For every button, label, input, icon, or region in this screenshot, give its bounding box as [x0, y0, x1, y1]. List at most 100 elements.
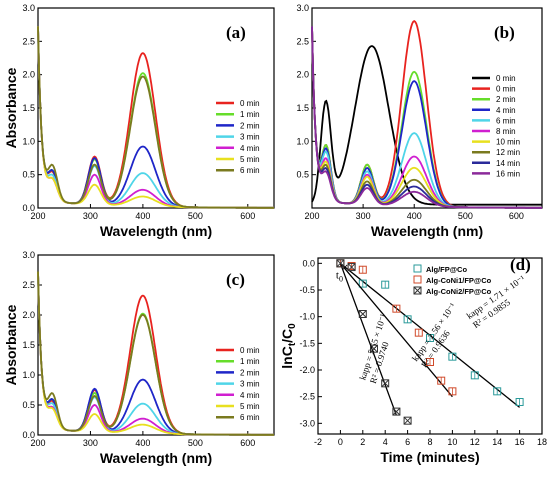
legend-marker — [413, 275, 422, 284]
legend-label: 2 min — [240, 368, 260, 377]
series-line-6 — [37, 26, 274, 209]
data-point-cross — [392, 407, 401, 416]
series-line-0 — [37, 26, 274, 209]
legend-label: 12 min — [496, 148, 520, 157]
y-tick-label: 3.0 — [22, 250, 35, 260]
x-tick-label: 16 — [515, 437, 525, 447]
y-tick-label: 1.5 — [296, 103, 309, 113]
x-tick-label: 500 — [188, 211, 203, 221]
data-point-cross — [381, 379, 390, 388]
y-tick-label: 1.5 — [22, 103, 35, 113]
legend-label: 3 min — [240, 380, 260, 389]
y-tick-label: 0.5 — [296, 170, 309, 180]
x-tick-label: 200 — [30, 211, 45, 221]
x-tick-label: 4 — [383, 437, 388, 447]
legend-marker — [413, 264, 422, 273]
series-line-9 — [311, 26, 542, 209]
legend-label: 16 min — [496, 169, 520, 178]
legend-label: 1 min — [240, 110, 260, 119]
legend-label: 0 min — [496, 74, 516, 83]
y-axis-label: lnCt/C0 — [279, 323, 298, 369]
legend-label: 5 min — [240, 402, 260, 411]
data-point-cross — [370, 344, 378, 353]
y-tick-label: -2.0 — [299, 365, 315, 375]
legend-marker-cross — [413, 286, 422, 295]
x-tick-label: 300 — [83, 211, 98, 221]
legend-label: 2 min — [496, 95, 516, 104]
y-tick-label: 0.5 — [22, 170, 35, 180]
y-tick-label: 0.0 — [22, 203, 35, 213]
x-tick-label: 300 — [83, 438, 98, 448]
x-tick-label: 600 — [509, 211, 524, 221]
legend-label: 3 min — [240, 133, 260, 142]
x-tick-label: 0 — [338, 437, 343, 447]
x-tick-label: 400 — [407, 211, 422, 221]
data-point-cross — [403, 416, 412, 425]
legend-marker — [413, 286, 422, 295]
data-point-cross — [358, 310, 367, 318]
legend-label: 0 min — [240, 99, 260, 108]
panel-label: (c) — [226, 270, 245, 289]
x-tick-label: 8 — [427, 437, 432, 447]
legend-label: Alg-CoNi1/FP@Co — [426, 276, 492, 285]
x-tick-label: 500 — [458, 211, 473, 221]
y-axis-label: Absorbance — [3, 304, 19, 385]
y-tick-label: 3.0 — [22, 3, 35, 13]
y-tick-label: 0.0 — [22, 430, 35, 440]
y-tick-label: 1.0 — [296, 136, 309, 146]
y-tick-label: -2.5 — [299, 392, 315, 402]
legend-label: 8 min — [496, 127, 516, 136]
t0-label: t0 — [336, 269, 343, 283]
panel-b: 200 300 400 500 600 0.5 1.0 1.5 2.0 2.5 3.0 0 min 0 … — [296, 3, 543, 239]
data-point — [347, 263, 356, 272]
x-axis-label: Wavelength (nm) — [100, 223, 212, 239]
fit-line-2 — [339, 263, 398, 416]
y-tick-label: -3.0 — [299, 418, 315, 428]
x-tick-label: 10 — [447, 437, 457, 447]
legend-label: 4 min — [240, 144, 260, 153]
y-tick-label: 1.0 — [22, 370, 35, 380]
data-point — [381, 379, 390, 388]
legend-label: 2 min — [240, 121, 260, 130]
x-tick-label: 600 — [240, 211, 255, 221]
panel-c: 200 300 400 500 600 0.0 0.5 1.0 1.5 2.0 2.5 3.0 0 mi… — [3, 250, 275, 466]
y-tick-label: -1.0 — [299, 312, 315, 322]
series-line-0 — [37, 271, 274, 436]
data-point — [392, 407, 401, 416]
legend-label: 4 min — [240, 391, 260, 400]
legend-label: 0 min — [240, 346, 260, 355]
data-point-cross — [347, 263, 356, 271]
x-tick-label: 200 — [30, 438, 45, 448]
x-tick-label: 400 — [135, 438, 150, 448]
data-point-cross — [336, 259, 345, 268]
x-tick-label: 400 — [135, 211, 150, 221]
legend-label: 6 min — [240, 166, 260, 175]
legend-label: 5 min — [240, 155, 260, 164]
y-tick-label: 2.0 — [22, 310, 35, 320]
x-tick-label: 200 — [304, 211, 319, 221]
legend-label: 4 min — [496, 106, 516, 115]
y-tick-label: 2.5 — [22, 36, 35, 46]
panel-label: (a) — [226, 23, 246, 42]
legend-label: 6 min — [496, 116, 516, 125]
legend-label: 1 min — [240, 357, 260, 366]
x-tick-label: -2 — [314, 437, 322, 447]
x-tick-label: 2 — [360, 437, 365, 447]
legend-label: Alg-CoNi2/FP@Co — [426, 287, 492, 296]
data-point — [358, 310, 367, 318]
y-tick-label: 2.5 — [296, 36, 309, 46]
data-point — [336, 259, 345, 268]
series-line-6 — [37, 271, 274, 436]
panel-d: -2 0 2 4 6 8 10 12 14 16 18 0.0 -0.5 -1.0 -1.5 -2.0 -2.5… — [279, 255, 547, 465]
legend-label: Alg/FP@Co — [426, 265, 467, 274]
x-axis-label: Wavelength (nm) — [100, 450, 212, 466]
legend-label: 6 min — [240, 413, 260, 422]
y-tick-label: 2.0 — [296, 70, 309, 80]
x-tick-label: 14 — [492, 437, 502, 447]
series-line-0 — [311, 45, 542, 206]
data-point — [370, 344, 378, 353]
legend-label: 10 min — [496, 138, 520, 147]
x-tick-label: 600 — [240, 438, 255, 448]
